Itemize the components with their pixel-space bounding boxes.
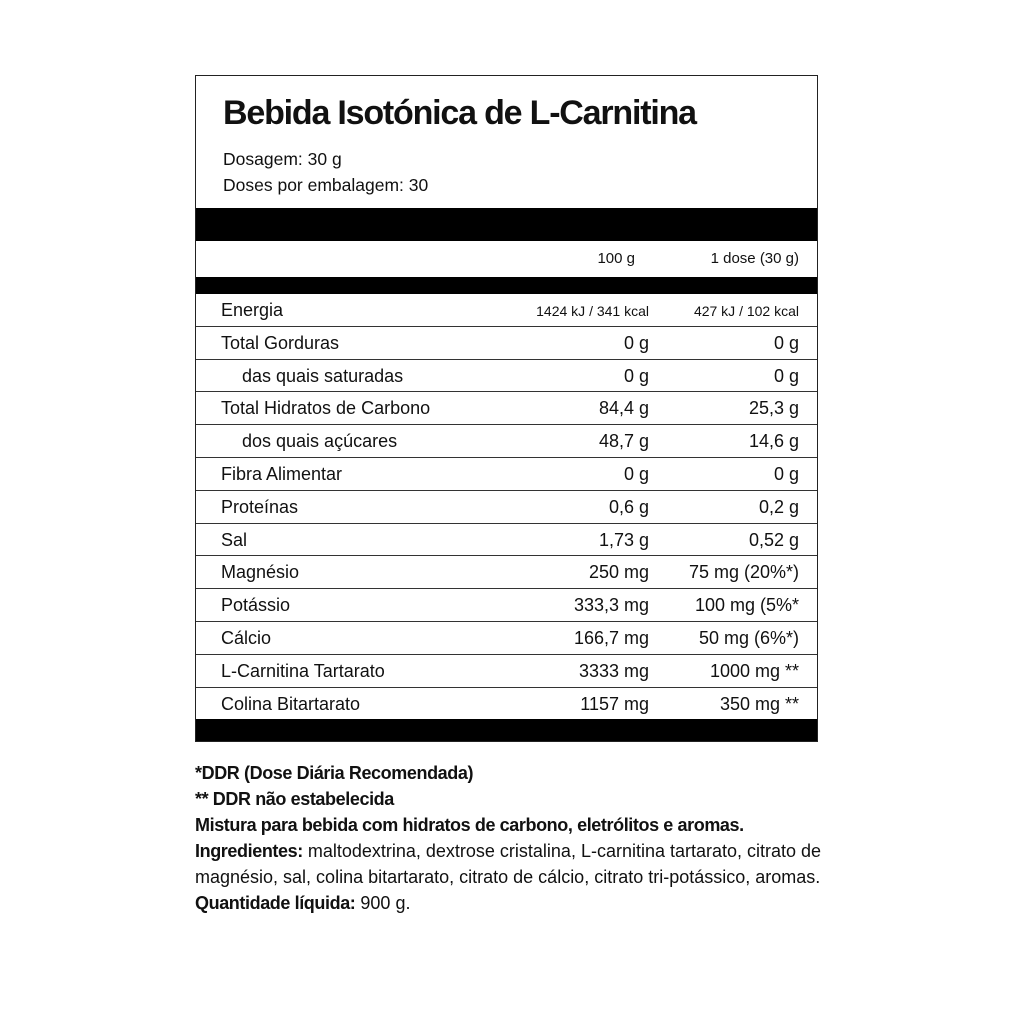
- value-per-dose: 50 mg (6%*): [698, 627, 799, 648]
- ingredients-intro: Mistura para bebida com hidratos de carb…: [195, 815, 744, 861]
- table-row: Proteínas 0,6 g 0,2 g: [196, 491, 817, 524]
- nutrient-label: Sal: [221, 529, 248, 550]
- value-per-dose: 0 g: [773, 332, 799, 353]
- value-100g: 0 g: [623, 365, 649, 386]
- ingredients: Mistura para bebida com hidratos de carb…: [195, 812, 835, 916]
- value-per-dose: 0 g: [773, 365, 799, 386]
- divider-band: [196, 208, 817, 241]
- value-100g: 333,3 mg: [573, 595, 649, 616]
- value-per-dose: 100 mg (5%*: [694, 595, 799, 616]
- value-100g: 48,7 g: [598, 431, 649, 452]
- col-per-dose: 1 dose (30 g): [710, 250, 799, 267]
- value-100g: 166,7 mg: [573, 627, 649, 648]
- product-title: Bebida Isotónica de L-Carnitina: [223, 94, 697, 132]
- nutrient-label: Magnésio: [221, 562, 300, 583]
- net-quantity-label: Quantidade líquida:: [195, 893, 356, 913]
- value-per-dose: 0 g: [773, 463, 799, 484]
- value-per-dose: 1000 mg **: [709, 660, 799, 681]
- nutrient-label: Potássio: [221, 595, 291, 616]
- nutrient-label: L-Carnitina Tartarato: [221, 660, 385, 681]
- value-per-dose: 0,52 g: [748, 529, 799, 550]
- column-header: 100 g 1 dose (30 g): [196, 241, 817, 277]
- table-row: Colina Bitartarato 1157 mg 350 mg **: [196, 688, 817, 726]
- value-100g: 1,73 g: [598, 529, 649, 550]
- nutrient-label: das quais saturadas: [242, 365, 404, 386]
- doses-per-package: Doses por embalagem: 30: [223, 175, 429, 195]
- table-row: dos quais açúcares 48,7 g 14,6 g: [196, 425, 817, 458]
- table-row: Magnésio 250 mg 75 mg (20%*): [196, 556, 817, 590]
- table-row: Potássio 333,3 mg 100 mg (5%*: [196, 589, 817, 622]
- table-row: Fibra Alimentar 0 g 0 g: [196, 458, 817, 491]
- nutrient-label: Fibra Alimentar: [221, 463, 343, 484]
- col-100g: 100 g: [597, 250, 635, 267]
- value-per-dose: 0,2 g: [758, 496, 799, 517]
- nutrient-label: Colina Bitartarato: [221, 693, 361, 714]
- value-per-dose: 14,6 g: [748, 431, 799, 452]
- table-row: Cálcio 166,7 mg 50 mg (6%*): [196, 622, 817, 655]
- nutrient-label: dos quais açúcares: [242, 431, 398, 452]
- net-quantity: 900 g.: [355, 893, 411, 913]
- value-100g: 1157 mg: [580, 693, 649, 714]
- nutrition-table: Bebida Isotónica de L-Carnitina Dosagem:…: [195, 75, 818, 742]
- value-100g: 0 g: [623, 332, 649, 353]
- nutrient-label: Total Gorduras: [221, 332, 340, 353]
- nutrient-label: Proteínas: [221, 496, 299, 517]
- value-100g: 0 g: [623, 463, 649, 484]
- divider-band: [196, 277, 817, 294]
- footer-notes: *DDR (Dose Diária Recomendada) ** DDR nã…: [195, 760, 835, 916]
- table-row: das quais saturadas 0 g 0 g: [196, 360, 817, 393]
- table-row: Total Gorduras 0 g 0 g: [196, 327, 817, 360]
- value-per-dose: 25,3 g: [748, 398, 799, 419]
- value-100g: 1424 kJ / 341 kcal: [536, 303, 649, 319]
- table-row: Total Hidratos de Carbono 84,4 g 25,3 g: [196, 392, 817, 426]
- nutrient-label: Energia: [221, 300, 284, 320]
- divider-band: [196, 719, 817, 741]
- table-row: L-Carnitina Tartarato 3333 mg 1000 mg **: [196, 655, 817, 688]
- table-row: Sal 1,73 g 0,52 g: [196, 524, 817, 557]
- value-per-dose: 427 kJ / 102 kcal: [693, 303, 799, 319]
- table-row: Energia 1424 kJ / 341 kcal 427 kJ / 102 kc…: [196, 294, 817, 327]
- dosage: Dosagem: 30 g: [223, 149, 342, 169]
- value-per-dose: 350 mg **: [719, 693, 799, 714]
- ddr-note: *DDR (Dose Diária Recomendada): [195, 763, 474, 783]
- ddr-not-established: ** DDR não estabelecida: [195, 789, 394, 809]
- ingredients-list: maltodextrina, dextrose cristalina, L-ca…: [195, 841, 822, 887]
- value-100g: 84,4 g: [598, 398, 649, 419]
- value-100g: 0,6 g: [608, 496, 649, 517]
- value-per-dose: 75 mg (20%*): [688, 562, 799, 583]
- value-100g: 3333 mg: [578, 660, 649, 681]
- value-100g: 250 mg: [588, 562, 649, 583]
- nutrient-label: Cálcio: [221, 627, 272, 648]
- nutrient-label: Total Hidratos de Carbono: [221, 398, 431, 419]
- nutrient-rows: Energia 1424 kJ / 341 kcal 427 kJ / 102 kc…: [196, 294, 817, 726]
